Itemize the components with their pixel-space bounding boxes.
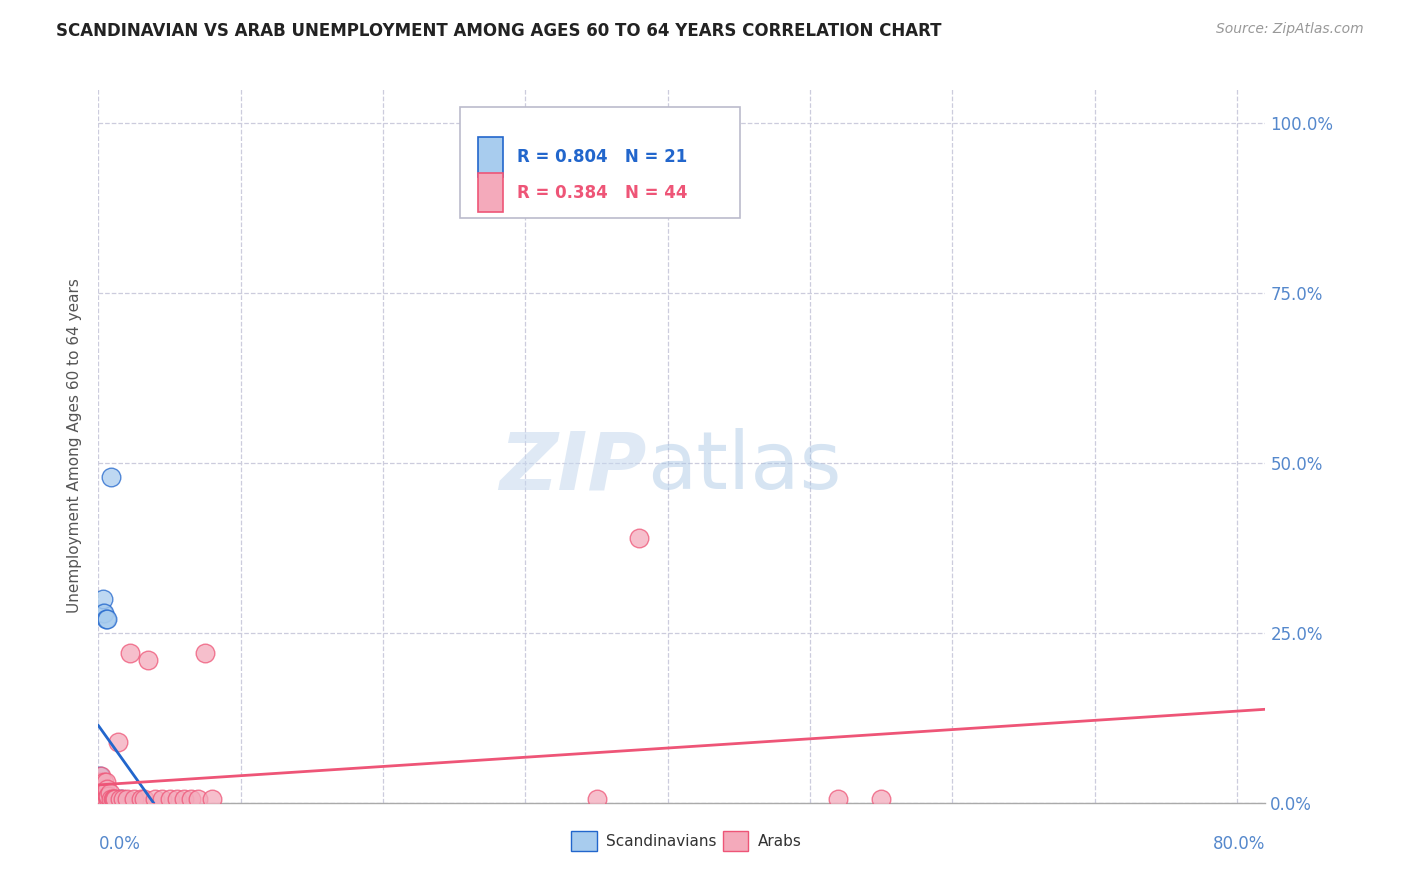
Point: [194, 646, 217, 660]
Point: [94, 792, 117, 806]
Bar: [571, 831, 596, 851]
Point: [89, 789, 111, 803]
Bar: [723, 831, 748, 851]
Point: [93, 792, 115, 806]
Point: [91, 782, 114, 797]
Point: [136, 653, 159, 667]
Point: [89, 775, 111, 789]
Text: Scandinavians: Scandinavians: [606, 834, 717, 849]
Point: [201, 792, 224, 806]
Point: [89, 782, 111, 797]
Text: 0.0%: 0.0%: [98, 835, 141, 853]
Text: atlas: atlas: [647, 428, 841, 507]
FancyBboxPatch shape: [460, 107, 741, 218]
Point: [100, 469, 122, 483]
Point: [93, 775, 115, 789]
Text: Source: ZipAtlas.com: Source: ZipAtlas.com: [1216, 22, 1364, 37]
Point: [111, 792, 134, 806]
Point: [91, 789, 114, 803]
Point: [101, 792, 124, 806]
Point: [100, 792, 122, 806]
Point: [93, 606, 115, 620]
Point: [94, 775, 117, 789]
Point: [89, 769, 111, 783]
Point: [98, 792, 121, 806]
Point: [166, 792, 188, 806]
Text: SCANDINAVIAN VS ARAB UNEMPLOYMENT AMONG AGES 60 TO 64 YEARS CORRELATION CHART: SCANDINAVIAN VS ARAB UNEMPLOYMENT AMONG …: [56, 22, 942, 40]
Point: [90, 782, 112, 797]
Point: [110, 792, 132, 806]
Point: [122, 792, 145, 806]
Point: [129, 792, 152, 806]
Point: [96, 782, 118, 797]
Point: [97, 792, 120, 806]
Point: [115, 792, 138, 806]
Point: [103, 792, 125, 806]
Y-axis label: Unemployment Among Ages 60 to 64 years: Unemployment Among Ages 60 to 64 years: [66, 278, 82, 614]
Point: [104, 792, 127, 806]
Point: [105, 792, 128, 806]
Point: [827, 792, 849, 806]
Point: [180, 792, 202, 806]
Point: [91, 591, 114, 606]
Text: 80.0%: 80.0%: [1213, 835, 1265, 853]
Point: [870, 792, 893, 806]
Point: [97, 792, 120, 806]
Point: [118, 646, 141, 660]
Point: [94, 612, 117, 626]
Text: ZIP: ZIP: [499, 428, 647, 507]
Point: [187, 792, 209, 806]
Point: [98, 786, 121, 800]
Point: [152, 792, 174, 806]
Bar: [478, 173, 503, 212]
Point: [628, 531, 651, 545]
Point: [91, 792, 114, 806]
Point: [585, 792, 607, 806]
Point: [94, 792, 117, 806]
Point: [132, 792, 155, 806]
Point: [96, 792, 118, 806]
Point: [96, 612, 118, 626]
Text: R = 0.384   N = 44: R = 0.384 N = 44: [517, 184, 688, 202]
Point: [97, 789, 120, 803]
Point: [101, 792, 124, 806]
Text: Arabs: Arabs: [758, 834, 801, 849]
Point: [96, 789, 118, 803]
Point: [173, 792, 195, 806]
Point: [108, 792, 131, 806]
Point: [103, 792, 125, 806]
Bar: [478, 137, 503, 177]
Point: [91, 606, 114, 620]
Point: [107, 734, 129, 748]
Point: [93, 792, 115, 806]
Point: [94, 786, 117, 800]
Point: [90, 792, 112, 806]
Point: [90, 779, 112, 793]
Point: [90, 789, 112, 803]
Point: [143, 792, 166, 806]
Point: [90, 769, 112, 783]
Point: [89, 792, 111, 806]
Point: [159, 792, 181, 806]
Text: R = 0.804   N = 21: R = 0.804 N = 21: [517, 148, 688, 166]
Point: [90, 792, 112, 806]
